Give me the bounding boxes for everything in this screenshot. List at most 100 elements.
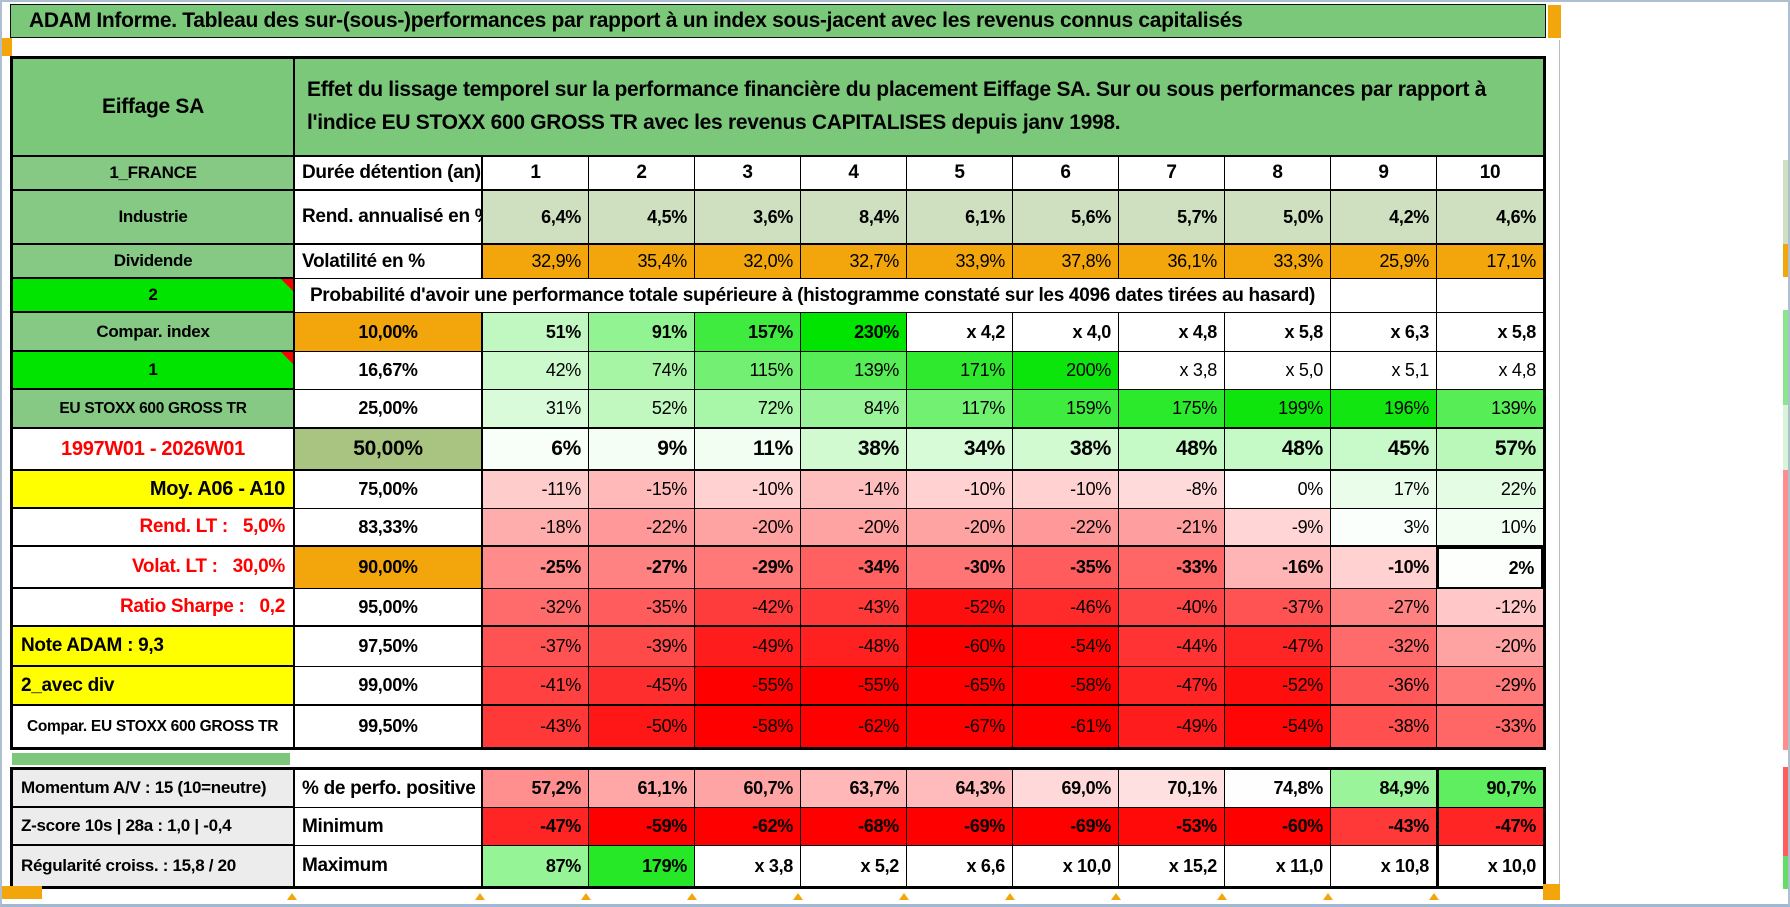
data-cell[interactable]: 32,7% (801, 245, 907, 279)
data-cell[interactable]: 60,7% (695, 770, 801, 808)
data-cell[interactable]: 159% (1013, 390, 1119, 429)
data-cell[interactable] (1437, 279, 1543, 313)
data-cell[interactable]: 230% (801, 313, 907, 352)
data-cell[interactable]: 37,8% (1013, 245, 1119, 279)
data-cell[interactable]: -20% (1437, 627, 1543, 667)
data-cell[interactable]: 5,0% (1225, 191, 1331, 245)
data-cell[interactable]: -33% (1119, 547, 1225, 589)
data-cell[interactable]: 36,1% (1119, 245, 1225, 279)
row-header-cell[interactable]: 10,00% (295, 313, 483, 352)
data-cell[interactable]: 117% (907, 390, 1013, 429)
data-cell[interactable]: -25% (483, 547, 589, 589)
data-cell[interactable]: x 6,3 (1331, 313, 1437, 352)
data-cell[interactable]: -20% (801, 509, 907, 547)
row-header-cell[interactable]: Durée détention (an) (295, 157, 483, 191)
data-cell[interactable]: -69% (907, 808, 1013, 846)
data-cell[interactable]: -49% (1119, 706, 1225, 747)
data-cell[interactable]: 10% (1437, 509, 1543, 547)
row-label-cell[interactable]: Note ADAM : 9,3 (13, 627, 295, 667)
data-cell[interactable]: x 15,2 (1119, 846, 1225, 886)
data-cell[interactable]: x 4,8 (1437, 352, 1543, 390)
sheet-title-bar[interactable]: ADAM Informe. Tableau des sur-(sous-)per… (10, 4, 1546, 38)
data-cell[interactable]: 72% (695, 390, 801, 429)
data-cell[interactable]: 74,8% (1225, 770, 1331, 808)
data-cell[interactable]: -43% (1331, 808, 1437, 846)
row-label-cell[interactable]: Rend. LT : 5,0% (13, 509, 295, 547)
row-header-cell[interactable]: Volatilité en % (295, 245, 483, 279)
data-cell[interactable]: x 5,2 (801, 846, 907, 886)
data-cell[interactable]: x 4,2 (907, 313, 1013, 352)
data-cell[interactable]: -42% (695, 589, 801, 627)
data-cell[interactable]: 57,2% (483, 770, 589, 808)
data-cell[interactable]: 64,3% (907, 770, 1013, 808)
data-cell[interactable]: 48% (1225, 429, 1331, 471)
data-cell[interactable]: 17% (1331, 471, 1437, 509)
data-cell[interactable]: 4,6% (1437, 191, 1543, 245)
data-cell[interactable]: -33% (1437, 706, 1543, 747)
data-cell[interactable]: -41% (483, 667, 589, 706)
data-cell[interactable]: -61% (1013, 706, 1119, 747)
row-label-cell[interactable]: Compar. EU STOXX 600 GROSS TR (13, 706, 295, 747)
data-cell[interactable]: 6,4% (483, 191, 589, 245)
row-header-cell[interactable]: 97,50% (295, 627, 483, 667)
data-cell[interactable]: x 3,8 (1119, 352, 1225, 390)
row-label-cell[interactable]: Ratio Sharpe : 0,2 (13, 589, 295, 627)
data-cell[interactable]: x 3,8 (695, 846, 801, 886)
data-cell[interactable]: -27% (589, 547, 695, 589)
data-cell[interactable]: 179% (589, 846, 695, 886)
data-cell[interactable]: 157% (695, 313, 801, 352)
data-cell[interactable]: -37% (483, 627, 589, 667)
footer-label-cell[interactable]: Momentum A/V : 15 (10=neutre) (13, 770, 295, 808)
data-cell[interactable]: -62% (801, 706, 907, 747)
data-cell[interactable]: 74% (589, 352, 695, 390)
col-header-cell[interactable]: 10 (1437, 157, 1543, 191)
data-cell[interactable]: -47% (1119, 667, 1225, 706)
col-header-cell[interactable]: 8 (1225, 157, 1331, 191)
data-cell[interactable]: -54% (1013, 627, 1119, 667)
data-cell[interactable]: -58% (1013, 667, 1119, 706)
data-cell[interactable]: 0% (1225, 471, 1331, 509)
data-cell[interactable]: -20% (695, 509, 801, 547)
data-cell[interactable]: 70,1% (1119, 770, 1225, 808)
data-cell[interactable]: -67% (907, 706, 1013, 747)
data-cell[interactable]: 48% (1119, 429, 1225, 471)
row-label-cell[interactable]: Dividende (13, 245, 295, 279)
data-cell[interactable]: -59% (589, 808, 695, 846)
data-cell[interactable]: 3% (1331, 509, 1437, 547)
row-header-cell[interactable]: 75,00% (295, 471, 483, 509)
data-cell[interactable]: 25,9% (1331, 245, 1437, 279)
data-cell[interactable]: x 4,0 (1013, 313, 1119, 352)
data-cell[interactable]: 38% (801, 429, 907, 471)
data-cell[interactable]: 171% (907, 352, 1013, 390)
data-cell[interactable]: 32,9% (483, 245, 589, 279)
col-header-cell[interactable]: 6 (1013, 157, 1119, 191)
data-cell[interactable]: -47% (1225, 627, 1331, 667)
data-cell[interactable]: -52% (907, 589, 1013, 627)
data-cell[interactable]: x 5,8 (1437, 313, 1543, 352)
footer-label-cell[interactable]: Z-score 10s | 28a : 1,0 | -0,4 (13, 808, 295, 846)
col-header-cell[interactable]: 2 (589, 157, 695, 191)
data-cell[interactable]: 35,4% (589, 245, 695, 279)
data-cell[interactable]: 42% (483, 352, 589, 390)
data-cell[interactable]: x 5,8 (1225, 313, 1331, 352)
col-header-cell[interactable]: 1 (483, 157, 589, 191)
data-cell[interactable]: -29% (1437, 667, 1543, 706)
data-cell[interactable]: x 10,0 (1013, 846, 1119, 886)
data-cell[interactable]: x 6,6 (907, 846, 1013, 886)
security-name-cell[interactable]: Eiffage SA (13, 59, 295, 157)
data-cell[interactable]: -16% (1225, 547, 1331, 589)
row-label-cell[interactable]: 1 (13, 352, 295, 390)
data-cell[interactable]: -22% (1013, 509, 1119, 547)
data-cell[interactable]: -32% (483, 589, 589, 627)
row-header-cell[interactable]: Rend. annualisé en % (295, 191, 483, 245)
data-cell[interactable]: 84,9% (1331, 770, 1437, 808)
data-cell[interactable]: -35% (1013, 547, 1119, 589)
probability-banner-cell[interactable]: Probabilité d'avoir une performance tota… (295, 279, 1331, 313)
data-cell[interactable]: -53% (1119, 808, 1225, 846)
data-cell[interactable]: -47% (1437, 808, 1543, 846)
data-cell[interactable]: 31% (483, 390, 589, 429)
data-cell[interactable]: -50% (589, 706, 695, 747)
footer-header-cell[interactable]: Maximum (295, 846, 483, 886)
data-cell[interactable]: 32,0% (695, 245, 801, 279)
data-cell[interactable]: -58% (695, 706, 801, 747)
